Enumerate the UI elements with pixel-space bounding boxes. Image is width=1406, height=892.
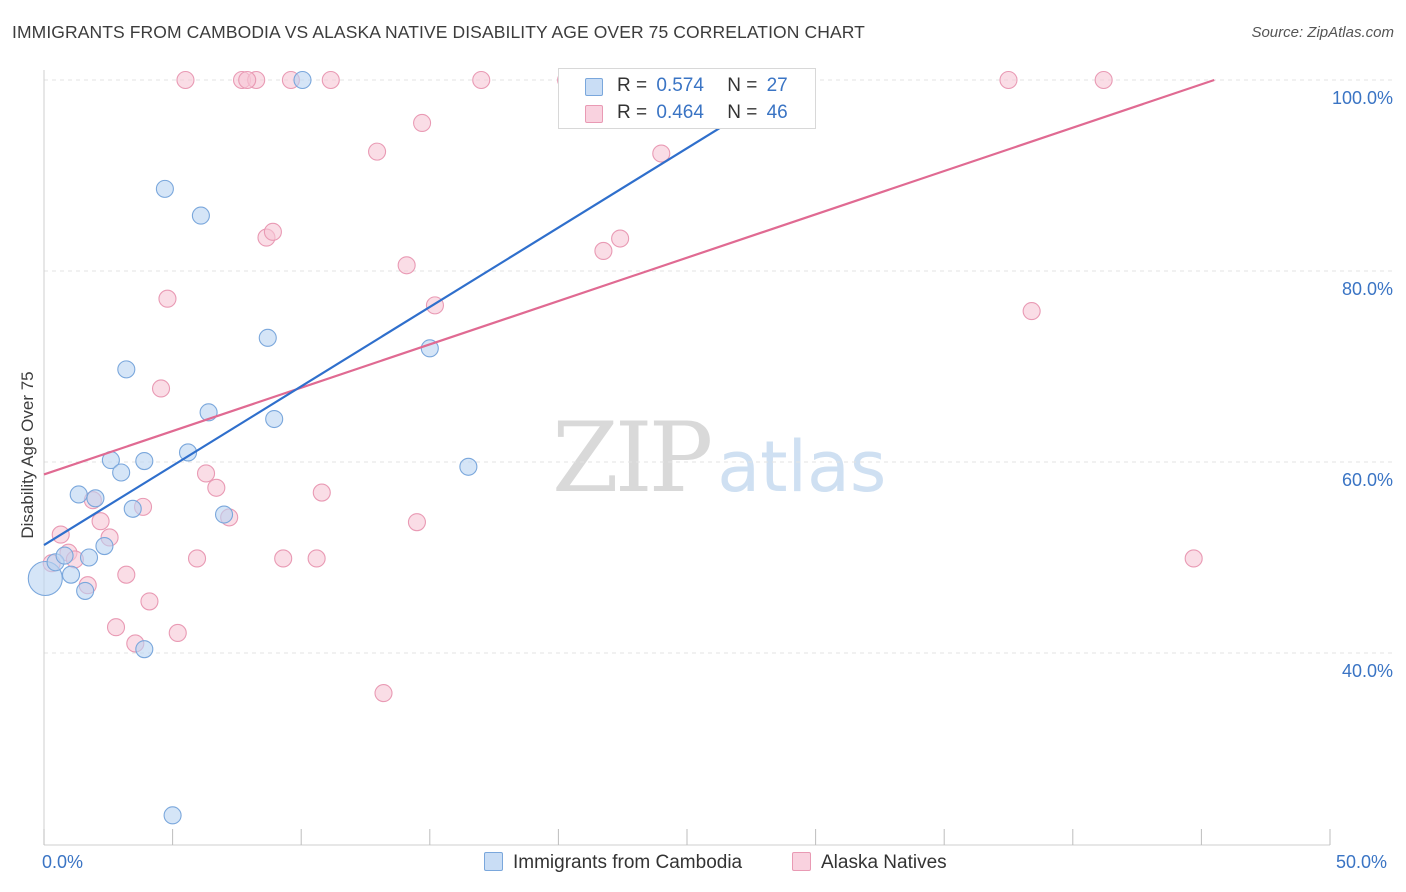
data-point-alaska — [594, 241, 613, 260]
data-point-cambodia — [86, 489, 105, 508]
data-point-alaska — [312, 483, 331, 502]
data-point-alaska — [307, 549, 326, 568]
data-point-alaska — [407, 513, 426, 532]
data-point-cambodia — [95, 536, 114, 556]
legend-r-value-cambodia: 0.574 — [656, 75, 704, 96]
data-point-cambodia — [163, 806, 182, 825]
bottom-legend-label-cambodia: Immigrants from Cambodia — [513, 852, 743, 873]
data-point-cambodia — [117, 360, 136, 379]
data-point-alaska — [238, 70, 257, 90]
data-point-alaska — [117, 565, 136, 584]
chart-title: IMMIGRANTS FROM CAMBODIA VS ALASKA NATIV… — [12, 22, 865, 42]
data-point-cambodia — [55, 546, 74, 565]
legend-n-value-cambodia: 27 — [766, 75, 788, 96]
data-point-cambodia — [135, 640, 154, 659]
data-point-cambodia — [76, 581, 95, 600]
y-tick-label: 100.0% — [1332, 88, 1393, 108]
data-point-alaska — [652, 144, 671, 163]
watermark-zip: ZIP — [552, 402, 713, 514]
data-point-alaska — [999, 70, 1018, 90]
data-point-cambodia — [265, 409, 284, 429]
data-point-alaska — [151, 379, 171, 398]
legend-n-value-alaska: 46 — [766, 102, 788, 123]
y-tick-label: 60.0% — [1342, 470, 1393, 490]
trend-line-cambodia — [43, 79, 799, 547]
watermark: ZIP atlas — [552, 402, 886, 514]
legend-n-label: N = — [727, 75, 758, 96]
trend-line-alaska — [43, 78, 1215, 476]
data-point-cambodia — [293, 70, 312, 90]
data-point-alaska — [106, 618, 126, 637]
data-point-cambodia — [214, 505, 234, 524]
correlation-legend: R = 0.574 N = 27 R = 0.464 N = 46 — [558, 68, 816, 129]
bottom-legend-swatch-alaska — [792, 852, 811, 871]
data-point-cambodia — [191, 206, 210, 225]
data-point-alaska — [1184, 549, 1203, 568]
data-point-alaska — [611, 229, 630, 248]
y-tick-label: 40.0% — [1342, 661, 1393, 681]
data-point-alaska — [368, 142, 387, 161]
source-label: Source: ZipAtlas.com — [1251, 24, 1394, 41]
data-point-alaska — [274, 549, 293, 568]
data-point-cambodia — [61, 565, 81, 584]
bottom-legend-alaska[interactable]: Alaska Natives — [792, 852, 947, 874]
data-point-alaska — [158, 289, 177, 308]
y-tick-label: 80.0% — [1342, 279, 1393, 299]
data-point-cambodia — [123, 499, 142, 518]
data-point-cambodia — [155, 179, 174, 198]
data-point-alaska — [374, 684, 393, 703]
data-point-alaska — [187, 549, 207, 568]
x-tick-max: 50.0% — [1336, 852, 1388, 872]
data-point-cambodia — [178, 443, 198, 462]
bottom-legend-swatch-cambodia — [484, 852, 503, 871]
data-point-alaska — [413, 113, 432, 133]
data-point-alaska — [1094, 70, 1113, 90]
data-point-alaska — [176, 70, 195, 90]
data-point-alaska — [91, 512, 110, 531]
data-point-alaska — [207, 478, 226, 497]
data-point-alaska — [168, 623, 187, 642]
data-point-cambodia — [69, 485, 88, 504]
legend-r-label: R = — [617, 102, 648, 123]
legend-swatch-cambodia — [585, 78, 603, 96]
data-point-cambodia — [459, 457, 478, 476]
data-point-alaska — [397, 256, 416, 275]
data-point-alaska — [263, 222, 282, 241]
data-point-alaska — [472, 70, 491, 90]
data-point-alaska — [321, 70, 340, 90]
legend-r-label: R = — [617, 75, 648, 96]
x-tick-min: 0.0% — [42, 852, 84, 872]
watermark-atlas: atlas — [717, 426, 887, 508]
legend-n-label: N = — [727, 102, 758, 123]
data-point-alaska — [196, 464, 216, 483]
data-point-cambodia — [112, 463, 131, 482]
data-point-cambodia — [79, 548, 99, 567]
bottom-legend-label-alaska: Alaska Natives — [821, 852, 947, 873]
data-point-cambodia — [258, 328, 277, 347]
legend-swatch-alaska — [585, 105, 603, 123]
data-point-alaska — [140, 592, 159, 611]
bottom-legend-cambodia[interactable]: Immigrants from Cambodia — [484, 852, 742, 874]
legend-r-value-alaska: 0.464 — [656, 102, 704, 123]
data-point-cambodia — [135, 451, 154, 471]
data-point-alaska — [1022, 302, 1041, 321]
